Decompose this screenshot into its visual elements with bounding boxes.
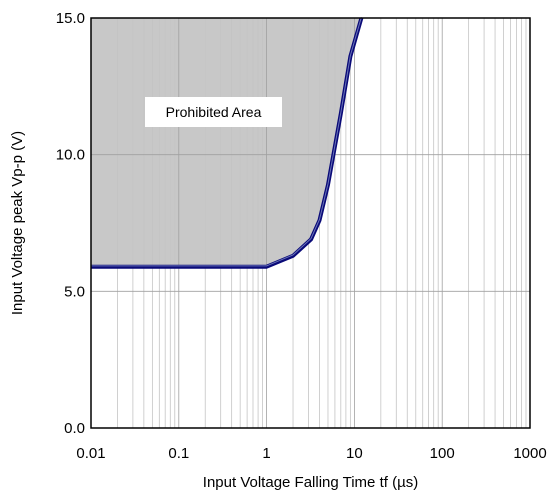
x-tick-label: 1000 [513,445,546,462]
prohibited-area-shading [91,18,362,267]
y-tick-label: 15.0 [56,10,85,27]
series-layer [91,17,364,269]
x-tick-label: 1 [262,445,270,462]
y-axis-title: Input Voltage peak Vp-p (V) [9,131,26,315]
boundary-series-highlight [91,17,362,267]
x-tick-label: 100 [430,445,455,462]
annotations: Prohibited Area [145,97,282,127]
x-tick-label: 0.1 [168,445,189,462]
prohibited-area-fill [91,18,362,267]
annotation-label: Prohibited Area [166,104,262,120]
y-tick-labels: 0.0 5.0 10.0 15.0 [56,10,85,437]
annotation-box [145,97,282,127]
y-tick-label: 10.0 [56,147,85,164]
x-axis-title: Input Voltage Falling Time tf (µs) [203,474,418,491]
plot-frame [90,17,531,429]
x-tick-label: 0.01 [76,445,105,462]
grid [91,18,530,428]
x-tick-labels: 0.01 0.1 1 10 100 1000 [76,445,546,462]
y-tick-label: 5.0 [64,283,85,300]
y-tick-label: 0.0 [64,420,85,437]
x-tick-label: 10 [346,445,363,462]
